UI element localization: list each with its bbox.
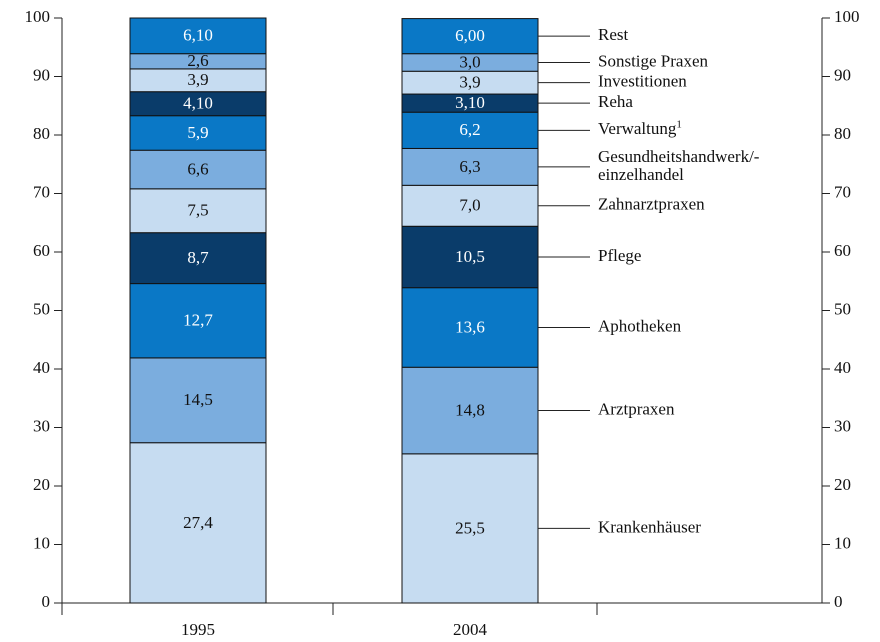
value-label: 27,4 bbox=[183, 513, 213, 532]
y-tick-label: 70 bbox=[33, 182, 50, 201]
legend-superscript: 1 bbox=[676, 118, 682, 130]
y-tick-label: 80 bbox=[834, 124, 851, 143]
y-tick-label: 40 bbox=[33, 358, 50, 377]
y-tick-label: 0 bbox=[42, 592, 51, 611]
bar-segment bbox=[401, 366, 539, 455]
value-label: 3,9 bbox=[459, 73, 480, 92]
value-label: 2,6 bbox=[187, 51, 208, 70]
legend-label-line: einzelhandel bbox=[598, 165, 684, 184]
bar-segment bbox=[401, 111, 539, 149]
bar-segment bbox=[129, 149, 267, 190]
y-tick-label: 60 bbox=[834, 241, 851, 260]
y-tick-label: 40 bbox=[834, 358, 851, 377]
y-tick-label: 50 bbox=[834, 299, 851, 318]
value-label: 4,10 bbox=[183, 94, 213, 113]
bar-segment bbox=[129, 283, 267, 359]
legend-label: Gesundheitshandwerk/-einzelhandel bbox=[598, 147, 760, 184]
value-label: 7,5 bbox=[187, 201, 208, 220]
bar-segment bbox=[129, 115, 267, 151]
legend-label: Rest bbox=[598, 25, 629, 44]
legend-label: Reha bbox=[598, 92, 633, 111]
bar-segment bbox=[401, 18, 539, 55]
y-tick-label: 20 bbox=[834, 475, 851, 494]
value-label: 3,10 bbox=[455, 93, 485, 112]
x-tick-label: 1995 bbox=[181, 620, 215, 639]
legend-label: Zahnarztpraxen bbox=[598, 195, 705, 214]
value-label: 6,6 bbox=[187, 159, 208, 178]
y-tick-label: 60 bbox=[33, 241, 50, 260]
y-tick-label: 30 bbox=[33, 416, 50, 435]
bar-segment bbox=[129, 442, 267, 604]
value-label: 7,0 bbox=[459, 196, 480, 215]
value-label: 6,3 bbox=[459, 157, 480, 176]
y-tick-label: 80 bbox=[33, 124, 50, 143]
value-label: 25,5 bbox=[455, 518, 485, 537]
value-label: 14,5 bbox=[183, 390, 213, 409]
bar-segment bbox=[401, 225, 539, 289]
value-label: 12,7 bbox=[183, 311, 213, 330]
y-tick-label: 30 bbox=[834, 416, 851, 435]
y-tick-label: 10 bbox=[33, 533, 50, 552]
value-label: 3,0 bbox=[459, 52, 480, 71]
x-tick-label: 2004 bbox=[453, 620, 488, 639]
bar-segment bbox=[401, 453, 539, 604]
bar-segment bbox=[129, 188, 267, 234]
value-label: 5,9 bbox=[187, 123, 208, 142]
legend-label: Aphotheken bbox=[598, 316, 682, 335]
y-tick-label: 20 bbox=[33, 475, 50, 494]
bar-segment bbox=[129, 17, 267, 55]
value-label: 3,9 bbox=[187, 70, 208, 89]
legend-label: Arztpraxen bbox=[598, 399, 675, 418]
legend-label: Pflege bbox=[598, 246, 641, 265]
y-tick-label: 0 bbox=[834, 592, 843, 611]
value-label: 13,6 bbox=[455, 317, 485, 336]
y-tick-label: 100 bbox=[25, 7, 51, 26]
legend-label-line: Gesundheitshandwerk/- bbox=[598, 147, 760, 166]
value-label: 10,5 bbox=[455, 247, 485, 266]
y-tick-label: 100 bbox=[834, 7, 860, 26]
legend-label: Sonstige Praxen bbox=[598, 51, 709, 70]
legend-label: Krankenhäuser bbox=[598, 517, 701, 536]
bar-segment bbox=[129, 357, 267, 444]
bar-segment bbox=[401, 184, 539, 227]
legend-label: Investitionen bbox=[598, 72, 687, 91]
y-tick-label: 50 bbox=[33, 299, 50, 318]
y-tick-label: 90 bbox=[834, 65, 851, 84]
value-label: 6,10 bbox=[183, 26, 213, 45]
y-tick-label: 70 bbox=[834, 182, 851, 201]
legend-label: Verwaltung1 bbox=[598, 118, 682, 138]
y-tick-label: 10 bbox=[834, 533, 851, 552]
value-label: 6,00 bbox=[455, 26, 485, 45]
value-label: 14,8 bbox=[455, 400, 485, 419]
y-tick-label: 90 bbox=[33, 65, 50, 84]
bar-segment bbox=[401, 147, 539, 186]
value-label: 6,2 bbox=[459, 120, 480, 139]
value-label: 8,7 bbox=[187, 248, 209, 267]
